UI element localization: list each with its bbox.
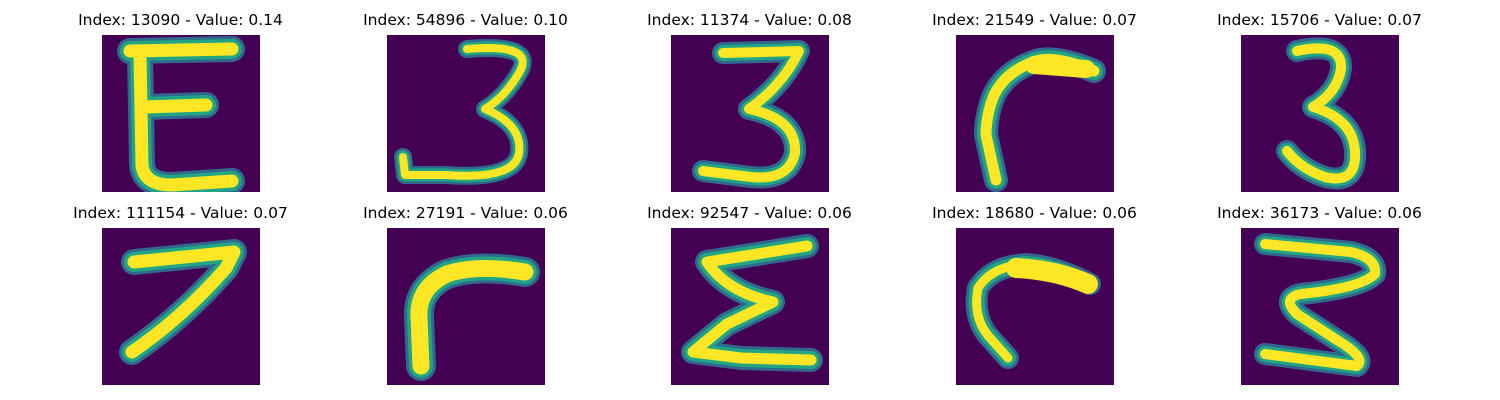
digit-image (102, 35, 260, 192)
sample-title: Index: 92547 - Value: 0.06 (647, 204, 852, 222)
digit-image (1241, 228, 1399, 385)
sample-cell-9: Index: 18680 - Value: 0.06 (892, 193, 1177, 385)
digit-image (102, 228, 260, 385)
sample-cell-4: Index: 21549 - Value: 0.07 (892, 0, 1177, 192)
digit-image (671, 228, 829, 385)
digit-image (956, 228, 1114, 385)
sample-title: Index: 18680 - Value: 0.06 (932, 204, 1137, 222)
sample-title: Index: 13090 - Value: 0.14 (78, 11, 283, 29)
sample-title: Index: 111154 - Value: 0.07 (73, 204, 288, 222)
digit-image (956, 35, 1114, 192)
sample-cell-1: Index: 13090 - Value: 0.14 (38, 0, 323, 192)
sample-title: Index: 27191 - Value: 0.06 (363, 204, 568, 222)
sample-title: Index: 11374 - Value: 0.08 (647, 11, 852, 29)
sample-title: Index: 36173 - Value: 0.06 (1217, 204, 1422, 222)
sample-title: Index: 54896 - Value: 0.10 (363, 11, 568, 29)
digit-image (387, 35, 545, 192)
sample-cell-5: Index: 15706 - Value: 0.07 (1177, 0, 1462, 192)
sample-cell-3: Index: 11374 - Value: 0.08 (607, 0, 892, 192)
sample-cell-6: Index: 111154 - Value: 0.07 (38, 193, 323, 385)
sample-cell-7: Index: 27191 - Value: 0.06 (323, 193, 608, 385)
sample-cell-10: Index: 36173 - Value: 0.06 (1177, 193, 1462, 385)
sample-title: Index: 21549 - Value: 0.07 (932, 11, 1137, 29)
digit-image (387, 228, 545, 385)
sample-title: Index: 15706 - Value: 0.07 (1217, 11, 1422, 29)
sample-cell-2: Index: 54896 - Value: 0.10 (323, 0, 608, 192)
digit-image (671, 35, 829, 192)
sample-cell-8: Index: 92547 - Value: 0.06 (607, 193, 892, 385)
digit-image (1241, 35, 1399, 192)
